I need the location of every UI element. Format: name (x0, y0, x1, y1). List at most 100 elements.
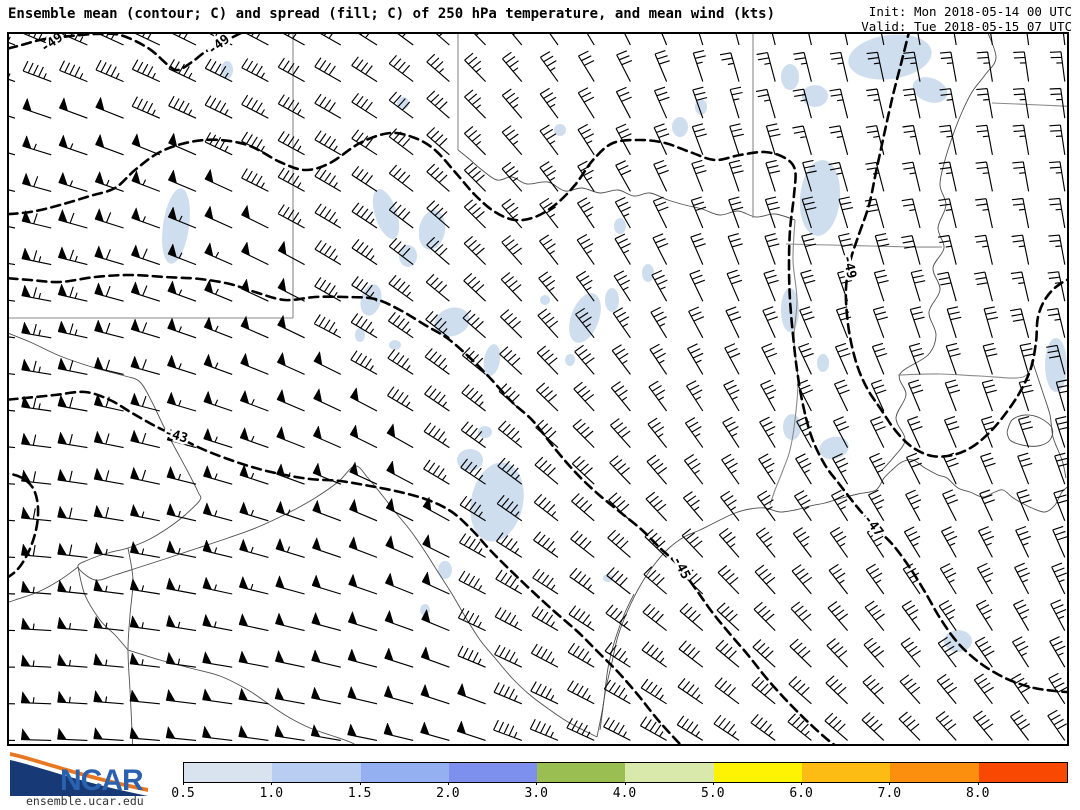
spread-blob (483, 344, 501, 376)
geographic-line (127, 649, 358, 745)
temperature-contour--47 (8, 131, 1068, 694)
colorbar-segment (360, 763, 449, 782)
colorbar-tick (447, 782, 449, 785)
spread-blob (372, 189, 400, 239)
ncar-logo-text: NCAR (60, 764, 144, 797)
colorbar-tick (183, 782, 184, 785)
spread-blob (817, 354, 829, 372)
colorbar-label: 7.0 (877, 786, 902, 801)
colorbar-label: 5.0 (701, 786, 725, 801)
colorbar-tick (359, 782, 361, 785)
colorbar-label: 0.5 (171, 786, 195, 801)
spread-blob (614, 218, 626, 234)
colorbar-tick (624, 782, 626, 785)
colorbar-label: 4.0 (612, 786, 637, 801)
colorbar-label: 3.0 (524, 786, 548, 801)
init-time: Init: Mon 2018-05-14 00 UTC (868, 4, 1072, 19)
spread-blob (802, 85, 828, 107)
state-border-line (991, 102, 1068, 107)
colorbar-segment (272, 763, 361, 782)
temperature-contour--49 (8, 33, 245, 72)
spread-blob (781, 64, 799, 90)
colorbar-label: 1.0 (259, 786, 284, 801)
spread-blob (848, 34, 932, 80)
colorbar-segment (625, 763, 714, 782)
colorbar-label: 8.0 (965, 786, 990, 801)
spread-blob (569, 293, 601, 343)
colorbar-segment (537, 763, 626, 782)
colorbar-segment (184, 763, 273, 782)
spread-blob (540, 295, 550, 305)
spread-blob (355, 328, 365, 342)
colorbar-segment (802, 763, 891, 782)
spread-blob (672, 117, 688, 137)
colorbar-label: 6.0 (789, 786, 813, 801)
spread-blob (605, 288, 619, 312)
colorbar-tick (889, 782, 891, 785)
temperature-contour--49 (844, 33, 1068, 458)
ncar-logo-swoosh-orange (10, 752, 148, 792)
geographic-line (1031, 359, 1067, 479)
valid-time: Valid: Tue 2018-05-15 07 UTC (861, 19, 1072, 34)
spread-blob (389, 340, 401, 350)
temperature-contour--43 (8, 472, 40, 579)
spread-blob (603, 574, 613, 582)
colorbar-tick (977, 782, 979, 785)
spread-blob (783, 414, 801, 440)
spread-blob (478, 426, 492, 438)
temperature-contour--45 (8, 273, 837, 745)
ncar-logo-body (10, 760, 148, 796)
spread-blob (162, 188, 190, 264)
contour-label: -45 (669, 554, 693, 582)
geographic-line (881, 33, 997, 471)
colorbar-segment (890, 763, 979, 782)
logo-caption: ensemble.ucar.edu (26, 794, 144, 808)
colorbar-label: 2.0 (436, 786, 460, 801)
spread-blob (554, 124, 566, 136)
product-title: Ensemble mean (contour; C) and spread (f… (8, 6, 776, 22)
wind-barb-flags (20, 96, 467, 741)
colorbar-tick (712, 782, 714, 785)
geographic-line (596, 459, 1068, 738)
temperature-contour-layer (8, 33, 1068, 745)
spread-blob (944, 630, 972, 652)
ncar-logo-swoosh-white (10, 756, 148, 796)
ncar-logo: NCAR (10, 752, 148, 797)
spread-blob (912, 77, 948, 103)
colorbar-tick (536, 782, 538, 785)
state-borders-layer (8, 33, 1068, 745)
geographic-line (1006, 414, 1054, 447)
colorbar-tick (801, 782, 803, 785)
geographic-line (8, 566, 79, 603)
colorbar-segment (713, 763, 803, 782)
contour-label: -43 (163, 425, 190, 446)
state-border-line (785, 243, 943, 248)
spread-blob (399, 245, 417, 267)
wind-barb-strokes (8, 33, 1068, 741)
colorbar-label: 1.5 (347, 786, 372, 801)
run-timestamps: Init: Mon 2018-05-14 00 UTC Valid: Tue 2… (861, 4, 1072, 34)
geographic-line (77, 566, 129, 651)
temperature-contour--43 (8, 390, 683, 745)
contour-label: -49 (205, 32, 233, 58)
spread-blob (438, 561, 452, 579)
colorbar-tick (271, 782, 273, 785)
wind-barbs-layer (8, 33, 1068, 741)
map-border (7, 32, 1069, 746)
spread-blob (360, 284, 382, 316)
spread-blob (418, 210, 446, 250)
spread-blob (1045, 338, 1067, 392)
contour-label: -47 (860, 512, 886, 540)
spread-blob (642, 264, 654, 282)
spread-fill-layer (162, 34, 1067, 652)
spread-colorbar (183, 762, 1068, 783)
spread-blob (221, 61, 233, 79)
contour-label: -49 (839, 254, 859, 280)
geographic-line (599, 593, 635, 731)
spread-blob (565, 354, 575, 366)
colorbar-segment (978, 763, 1067, 782)
spread-blob (434, 307, 470, 337)
state-border-line (769, 219, 799, 506)
